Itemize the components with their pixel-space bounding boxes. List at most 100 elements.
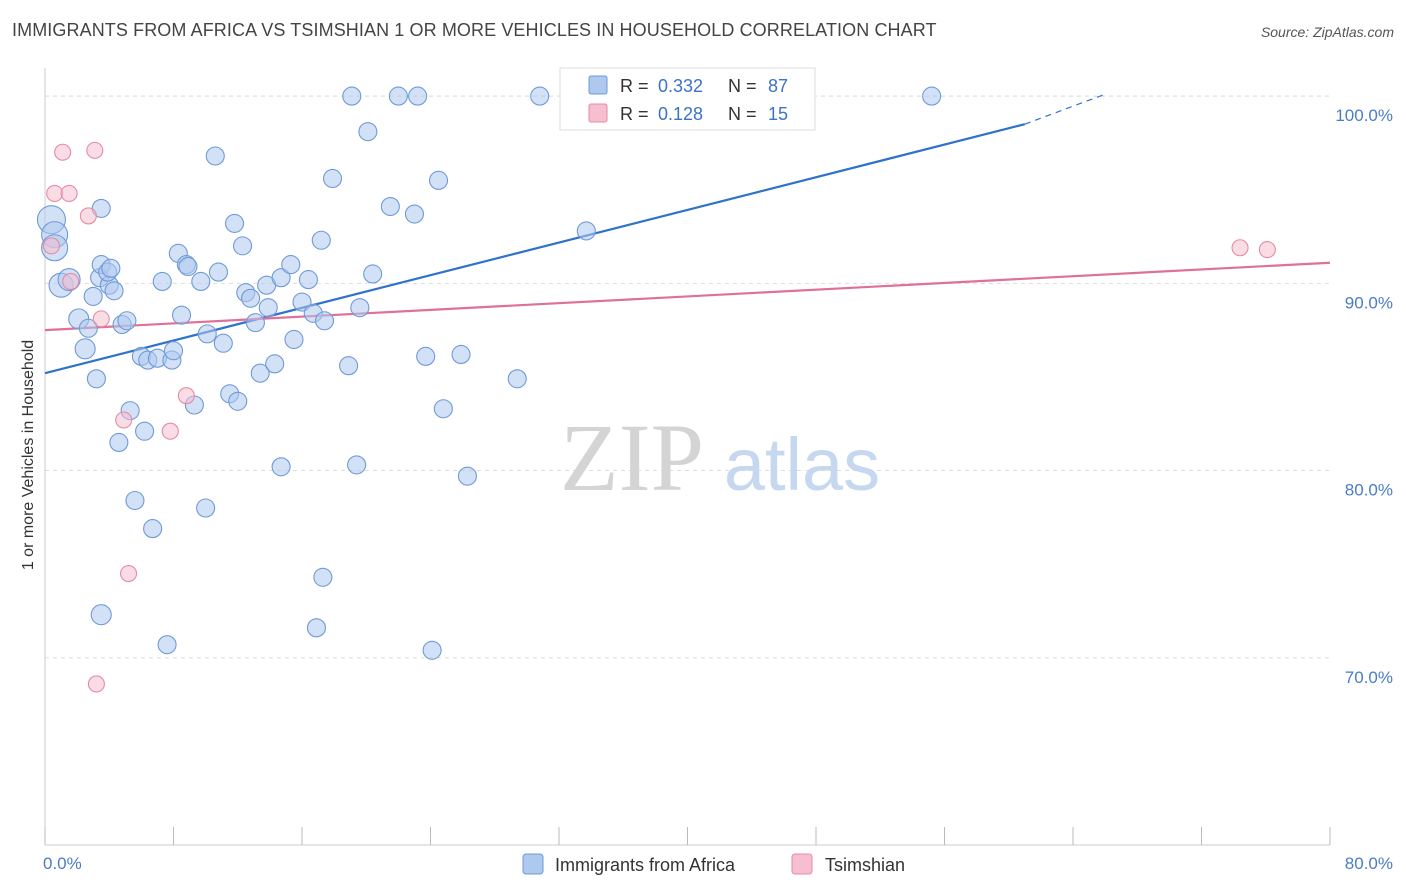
data-points bbox=[36, 86, 1276, 693]
point-africa bbox=[416, 346, 436, 366]
series-legend-label-africa: Immigrants from Africa bbox=[555, 855, 736, 875]
trend-line-africa-extension bbox=[1024, 93, 1106, 125]
point-africa bbox=[576, 221, 596, 241]
y-tick-label: 90.0% bbox=[1345, 293, 1393, 312]
point-africa bbox=[143, 519, 163, 539]
point-africa bbox=[507, 369, 527, 389]
point-africa bbox=[196, 498, 216, 518]
y-tick-label: 80.0% bbox=[1345, 481, 1393, 500]
y-tick-label: 70.0% bbox=[1345, 668, 1393, 687]
y-tick-label: 100.0% bbox=[1335, 106, 1393, 125]
point-africa bbox=[83, 286, 103, 306]
point-tsimshian bbox=[119, 564, 138, 583]
point-africa bbox=[388, 86, 408, 106]
point-africa bbox=[347, 455, 367, 475]
tick-labels: 100.0% 90.0% 80.0% 70.0% 0.0% 80.0% bbox=[43, 106, 1393, 873]
point-tsimshian bbox=[54, 143, 72, 161]
point-africa bbox=[922, 86, 942, 106]
point-africa bbox=[281, 255, 301, 275]
point-africa bbox=[342, 86, 362, 106]
point-africa bbox=[339, 356, 359, 376]
trend-line-africa bbox=[44, 123, 1026, 375]
point-africa bbox=[109, 432, 129, 453]
point-africa bbox=[191, 271, 211, 291]
point-africa bbox=[117, 311, 137, 331]
point-africa bbox=[422, 640, 442, 660]
point-africa bbox=[428, 170, 449, 190]
point-tsimshian bbox=[161, 422, 179, 440]
series-legend-swatch-tsimshian bbox=[791, 853, 813, 875]
point-tsimshian bbox=[46, 184, 64, 202]
point-africa bbox=[197, 324, 217, 344]
point-africa bbox=[250, 363, 270, 383]
legend-n-label-tsimshian: N = bbox=[728, 104, 757, 124]
point-africa bbox=[313, 567, 333, 587]
point-africa bbox=[265, 354, 285, 374]
point-africa bbox=[404, 204, 424, 224]
point-africa bbox=[311, 230, 331, 250]
gridlines bbox=[45, 95, 1330, 659]
legend-r-value-tsimshian: 0.128 bbox=[658, 104, 703, 124]
legend-n-value-africa: 87 bbox=[768, 76, 788, 96]
point-africa bbox=[104, 281, 124, 301]
x-tick-label: 80.0% bbox=[1345, 854, 1393, 873]
legend: R = 0.332 N = 87 R = 0.128 N = 15 bbox=[559, 67, 816, 131]
point-tsimshian bbox=[86, 141, 104, 159]
legend-swatch-africa bbox=[588, 75, 608, 95]
watermark-zip: ZIP bbox=[560, 404, 704, 511]
point-africa bbox=[208, 262, 229, 282]
point-africa bbox=[306, 618, 327, 638]
point-africa bbox=[205, 146, 225, 166]
point-africa bbox=[258, 298, 278, 318]
legend-swatch-tsimshian bbox=[588, 103, 608, 123]
point-tsimshian bbox=[1231, 239, 1249, 257]
point-africa bbox=[125, 490, 145, 511]
point-tsimshian bbox=[79, 207, 97, 225]
series-legend-label-tsimshian: Tsimshian bbox=[825, 855, 905, 875]
point-africa bbox=[322, 168, 343, 189]
point-tsimshian bbox=[60, 184, 78, 202]
point-africa bbox=[358, 122, 378, 142]
point-africa bbox=[530, 86, 550, 106]
point-africa bbox=[171, 305, 192, 325]
legend-r-label-africa: R = bbox=[620, 76, 649, 96]
trend-lines bbox=[44, 93, 1331, 375]
point-africa bbox=[228, 391, 248, 411]
point-africa bbox=[380, 196, 400, 217]
point-africa bbox=[101, 258, 121, 278]
point-africa bbox=[157, 635, 177, 655]
point-africa bbox=[86, 369, 106, 389]
point-africa bbox=[233, 236, 253, 256]
chart-title: IMMIGRANTS FROM AFRICA VS TSIMSHIAN 1 OR… bbox=[12, 20, 937, 40]
series-legend: Immigrants from Africa Tsimshian bbox=[522, 853, 905, 875]
point-africa bbox=[90, 604, 112, 626]
y-axis-label: 1 or more Vehicles in Household bbox=[20, 340, 37, 570]
point-africa bbox=[213, 333, 233, 353]
series-legend-swatch-africa bbox=[522, 853, 544, 875]
legend-r-label-tsimshian: R = bbox=[620, 104, 649, 124]
watermark-atlas: atlas bbox=[724, 423, 880, 506]
source-label: Source: ZipAtlas.com bbox=[1260, 24, 1394, 40]
point-africa bbox=[298, 270, 318, 290]
point-africa bbox=[224, 213, 245, 233]
point-tsimshian bbox=[42, 237, 60, 255]
legend-n-label-africa: N = bbox=[728, 76, 757, 96]
point-tsimshian bbox=[177, 387, 195, 405]
watermark: ZIP atlas bbox=[560, 404, 880, 511]
point-africa bbox=[241, 288, 261, 308]
point-africa bbox=[78, 318, 98, 338]
point-africa bbox=[363, 264, 383, 284]
point-africa bbox=[408, 86, 428, 106]
point-africa bbox=[135, 421, 155, 441]
point-africa bbox=[178, 256, 198, 277]
x-tick-label: 0.0% bbox=[43, 854, 82, 873]
point-tsimshian bbox=[62, 272, 80, 290]
point-tsimshian bbox=[1258, 241, 1276, 259]
point-africa bbox=[271, 268, 291, 288]
point-tsimshian bbox=[92, 310, 110, 328]
point-africa bbox=[433, 399, 453, 419]
point-africa bbox=[163, 341, 184, 361]
point-africa bbox=[457, 466, 477, 486]
point-tsimshian bbox=[87, 675, 105, 693]
